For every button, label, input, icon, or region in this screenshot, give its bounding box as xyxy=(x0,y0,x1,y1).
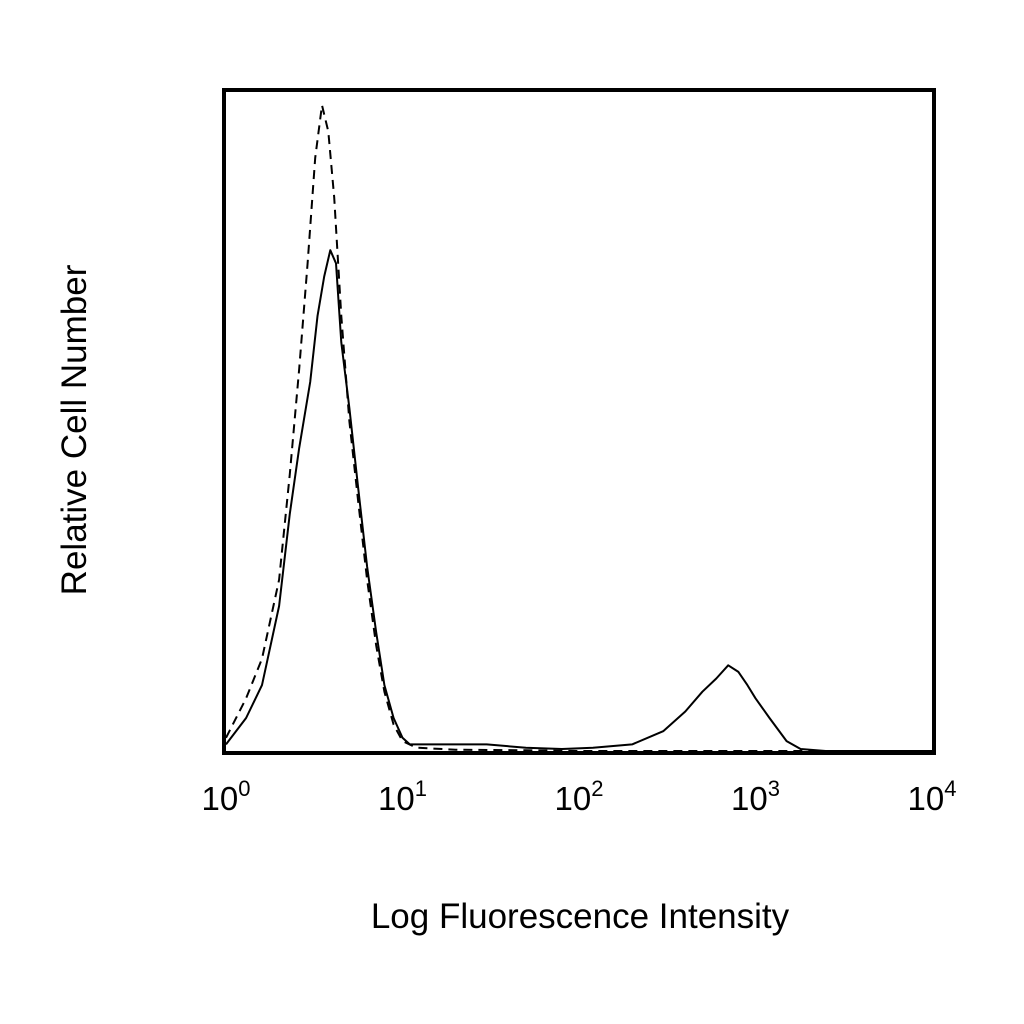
x-tick-label: 101 xyxy=(378,776,427,817)
histogram-series-solid xyxy=(225,249,932,752)
x-tick-label: 103 xyxy=(731,776,780,817)
x-tick-label: 100 xyxy=(202,776,251,817)
x-tick-label: 104 xyxy=(908,776,957,817)
histogram-lines xyxy=(225,104,932,752)
x-tick-labels: 100 101 102 103 104 xyxy=(202,776,957,817)
x-tick-label: 102 xyxy=(555,776,604,817)
x-axis-title: Log Fluorescence Intensity xyxy=(371,897,790,936)
histogram-series-dashed xyxy=(225,104,932,752)
plot-frame xyxy=(222,88,936,755)
y-axis-title: Relative Cell Number xyxy=(55,264,94,595)
